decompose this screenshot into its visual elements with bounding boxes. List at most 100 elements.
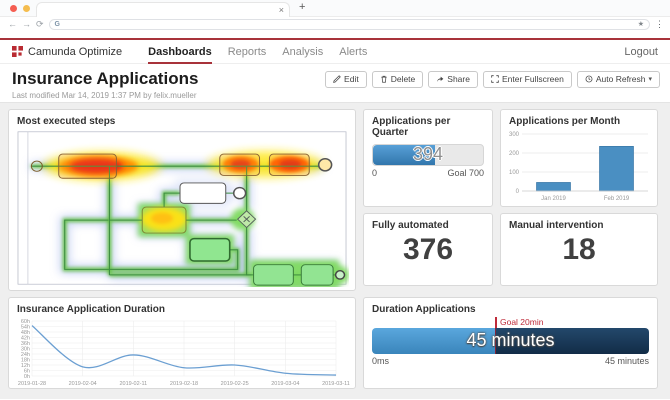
camunda-logo-icon — [12, 46, 23, 57]
dashboard-titlebar: Insurance Applications Last modified Mar… — [0, 64, 670, 102]
bookmark-star-icon[interactable]: ★ — [637, 21, 644, 28]
duration-gauge: Goal 20min 45 minutes 0ms 45 minutes — [372, 317, 649, 366]
panel-title: Insurance Application Duration — [17, 304, 165, 315]
goal-line — [494, 328, 496, 354]
duration-min-label: 0ms — [372, 356, 390, 366]
share-button[interactable]: Share — [428, 71, 478, 88]
duration-gauge-fill-below-goal — [372, 328, 495, 354]
svg-text:2019-02-04: 2019-02-04 — [69, 381, 97, 387]
duration-max-label: 45 minutes — [604, 356, 649, 366]
panel-title: Fully automated — [372, 220, 449, 231]
svg-text:2019-01-28: 2019-01-28 — [18, 381, 46, 387]
duration-gauge-value: 45 minutes — [466, 330, 555, 351]
month-bar-chart: 0 100 200 300 Jan 2019 Feb 2019 — [509, 132, 648, 202]
panel-insurance-application-duration: Insurance Application Duration 0h 6h 12h 18… — [8, 297, 356, 389]
brand-accent-line — [0, 38, 670, 40]
address-bar-row: ← → ⟳ G ★ ⋮ — [0, 17, 670, 32]
svg-text:Jan 2019: Jan 2019 — [541, 196, 566, 202]
clock-icon — [585, 75, 593, 83]
browser-menu-icon[interactable]: ⋮ — [655, 19, 664, 29]
chrome-gap — [0, 32, 670, 38]
nav-dashboards[interactable]: Dashboards — [148, 41, 212, 64]
panel-fully-automated: Fully automated 376 — [363, 213, 493, 286]
svg-text:100: 100 — [509, 170, 520, 176]
logout-link[interactable]: Logout — [624, 45, 658, 58]
url-bar[interactable]: G ★ — [48, 19, 650, 30]
svg-text:24h: 24h — [21, 352, 30, 358]
panel-title: Applications per Quarter — [372, 116, 451, 138]
tab-strip: × + — [0, 0, 670, 17]
svg-text:0h: 0h — [24, 374, 30, 380]
nav-alerts[interactable]: Alerts — [339, 45, 368, 58]
auto-refresh-button[interactable]: Auto Refresh ▾ — [576, 71, 660, 88]
pencil-icon — [333, 75, 341, 84]
quarter-goal-label: Goal 700 — [447, 168, 484, 178]
share-icon — [437, 76, 444, 83]
svg-text:0: 0 — [516, 189, 520, 195]
goal-marker-tick — [494, 317, 497, 328]
panel-title: Duration Applications — [372, 304, 476, 315]
chevron-down-icon: ▾ — [648, 75, 652, 83]
new-tab-icon[interactable]: + — [299, 1, 306, 13]
svg-text:6h: 6h — [24, 369, 30, 375]
quarter-min-label: 0 — [372, 168, 378, 178]
panel-applications-per-quarter: Applications per Quarter 394 0 Goal 700 — [363, 109, 493, 207]
nav-analysis[interactable]: Analysis — [282, 45, 324, 58]
fullscreen-icon — [491, 75, 499, 83]
svg-text:48h: 48h — [21, 330, 30, 336]
duration-gauge-fill-above-goal — [494, 328, 649, 354]
brand: Camunda Optimize — [12, 46, 122, 58]
manual-intervention-value: 18 — [562, 233, 596, 266]
fully-automated-value: 376 — [402, 233, 454, 266]
bpmn-heatmap — [17, 131, 349, 287]
quarter-gauge: 394 0 Goal 700 — [372, 144, 484, 178]
svg-text:42h: 42h — [21, 336, 30, 342]
svg-text:18h: 18h — [21, 358, 30, 364]
trash-icon — [381, 76, 387, 83]
dashboard-actions: Edit Delete Share Enter Fullscreen Auto … — [325, 71, 660, 88]
panel-manual-intervention: Manual intervention 18 — [500, 213, 658, 286]
traffic-light-close-icon[interactable] — [10, 5, 17, 12]
browser-chrome: × + ← → ⟳ G ★ ⋮ — [0, 0, 670, 32]
site-favicon: G — [54, 21, 60, 28]
back-icon[interactable]: ← — [8, 19, 17, 29]
edit-button[interactable]: Edit — [325, 71, 367, 88]
panel-title: Manual intervention — [509, 220, 604, 231]
panel-duration-applications: Duration Applications Goal 20min 45 minu… — [363, 297, 658, 389]
svg-text:30h: 30h — [21, 347, 30, 353]
brand-name: Camunda Optimize — [28, 45, 123, 58]
svg-text:12h: 12h — [21, 363, 30, 369]
dashboard-grid: Most executed steps — [0, 102, 670, 399]
delete-button[interactable]: Delete — [371, 71, 424, 88]
main-nav: Dashboards Reports Analysis Alerts — [148, 40, 368, 64]
svg-text:60h: 60h — [21, 319, 30, 325]
panel-title: Most executed steps — [17, 116, 116, 127]
svg-text:36h: 36h — [21, 341, 30, 347]
last-modified-text: Last modified Mar 14, 2019 1:37 PM by fe… — [12, 91, 197, 100]
reload-icon[interactable]: ⟳ — [36, 19, 44, 29]
traffic-light-minimize-icon[interactable] — [23, 5, 30, 12]
svg-text:2019-03-11: 2019-03-11 — [322, 381, 350, 387]
quarter-gauge-value: 394 — [412, 144, 444, 165]
svg-text:300: 300 — [509, 132, 520, 138]
svg-text:2019-02-18: 2019-02-18 — [170, 381, 198, 387]
nav-reports[interactable]: Reports — [227, 45, 267, 58]
duration-gauge-track: 45 minutes — [372, 328, 649, 354]
svg-text:2019-02-25: 2019-02-25 — [221, 381, 249, 387]
app-header: Camunda Optimize Dashboards Reports Anal… — [0, 40, 670, 64]
goal-marker-label: Goal 20min — [499, 317, 544, 327]
forward-icon[interactable]: → — [22, 19, 31, 29]
enter-fullscreen-button[interactable]: Enter Fullscreen — [482, 71, 572, 88]
svg-text:54h: 54h — [21, 325, 30, 331]
svg-text:Feb 2019: Feb 2019 — [604, 196, 630, 202]
panel-most-executed-steps: Most executed steps — [8, 109, 356, 291]
quarter-gauge-track: 394 — [372, 144, 484, 166]
panel-applications-per-month: Applications per Month 0 100 200 300 Jan 201… — [500, 109, 658, 207]
svg-text:2019-02-11: 2019-02-11 — [119, 381, 147, 387]
quarter-gauge-fill — [373, 145, 435, 165]
svg-text:2019-03-04: 2019-03-04 — [271, 381, 299, 387]
panel-title: Applications per Month — [509, 116, 621, 127]
browser-tab[interactable]: × — [36, 2, 290, 17]
close-tab-icon[interactable]: × — [278, 5, 284, 15]
